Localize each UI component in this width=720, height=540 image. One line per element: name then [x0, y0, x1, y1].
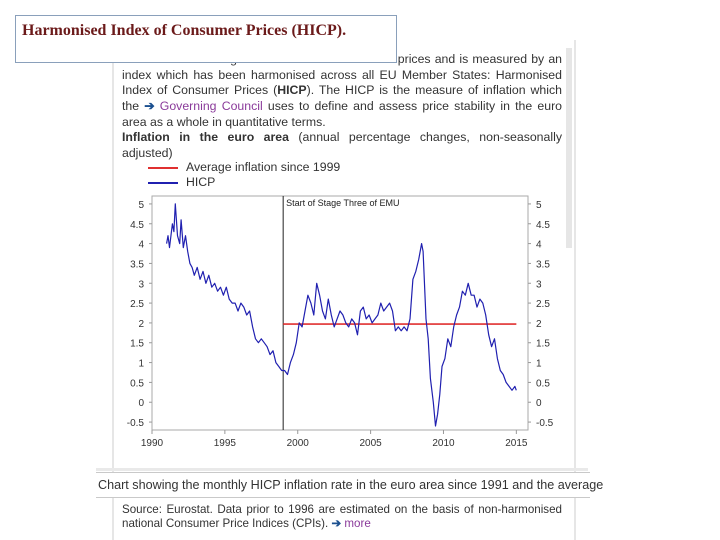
y-tick-label-right-3: 3.5 — [536, 259, 550, 270]
y-tick-label-right-10: 0 — [536, 398, 542, 409]
intro-paragraph: Inflation refers to a general increase i… — [122, 52, 562, 131]
caption-edge — [96, 468, 588, 471]
chart-heading: Inflation in the euro area (annual perce… — [122, 130, 562, 161]
y-tick-label-right-9: 0.5 — [536, 378, 550, 389]
y-tick-label-left-0: 5 — [138, 200, 144, 211]
slide-title: Harmonised Index of Consumer Prices (HIC… — [15, 15, 397, 63]
emu-start-label: Start of Stage Three of EMU — [286, 198, 399, 208]
panel-scroll-edge — [566, 48, 572, 248]
y-tick-label-right-11: -0.5 — [536, 418, 554, 429]
x-tick-label-5: 2015 — [505, 438, 528, 449]
content-panel — [112, 40, 576, 540]
legend-swatch-hicp — [148, 182, 178, 184]
legend-label-average: Average inflation since 1999 — [186, 160, 341, 174]
y-tick-label-right-2: 4 — [536, 240, 542, 251]
y-tick-label-right-7: 1.5 — [536, 339, 550, 350]
y-tick-label-left-7: 1.5 — [130, 339, 144, 350]
y-tick-label-right-0: 5 — [536, 200, 542, 211]
series-hicp-line — [166, 203, 517, 427]
x-tick-label-0: 1990 — [141, 438, 164, 449]
x-tick-label-4: 2010 — [432, 438, 455, 449]
intro-hicp: HICP — [277, 83, 307, 98]
y-tick-label-right-5: 2.5 — [536, 299, 550, 310]
y-tick-label-left-10: 0 — [138, 398, 144, 409]
legend-swatch-average — [148, 167, 178, 169]
y-tick-label-right-4: 3 — [536, 279, 542, 290]
x-tick-label-2: 2000 — [287, 438, 310, 449]
y-tick-label-left-11: -0.5 — [127, 418, 145, 429]
y-tick-label-left-1: 4.5 — [130, 220, 144, 231]
more-arrow-icon: ➔ — [331, 517, 342, 530]
y-tick-label-right-1: 4.5 — [536, 220, 550, 231]
intro-text-2: ). The HICP is the measure of inflation … — [122, 83, 562, 114]
y-tick-label-left-3: 3.5 — [130, 259, 144, 270]
source-text: Source: Eurostat. Data prior to 1996 are… — [122, 503, 562, 530]
governing-council-link[interactable]: Governing Council — [159, 99, 263, 114]
intro-text-3: uses to define and assess price stabilit… — [122, 99, 562, 129]
x-tick-label-3: 2005 — [359, 438, 382, 449]
y-tick-label-left-9: 0.5 — [130, 378, 144, 389]
more-link[interactable]: more — [344, 517, 371, 530]
link-arrow-icon: ➔ — [144, 99, 155, 114]
inflation-chart: 5 5 4.5 4.5 4 4 3.5 3.5 3 3 2.5 2.5 2 2 1.5 1.5 1 1 0.5 0.5… — [127, 195, 554, 449]
y-tick-label-right-6: 2 — [536, 319, 542, 330]
y-tick-label-left-5: 2.5 — [130, 299, 144, 310]
chart-heading-rest: (annual percentage changes, non-seasonal… — [122, 130, 562, 160]
legend-label-hicp: HICP — [186, 175, 216, 189]
y-tick-label-left-2: 4 — [138, 240, 144, 251]
chart-heading-bold: Inflation in the euro area — [122, 130, 289, 144]
y-tick-label-left-6: 2 — [138, 319, 144, 330]
x-tick-label-1: 1995 — [214, 438, 237, 449]
chart-caption: Chart showing the monthly HICP inflation… — [96, 472, 603, 498]
source-note: Source: Eurostat. Data prior to 1996 are… — [122, 503, 562, 531]
plot-frame — [151, 195, 529, 431]
y-tick-label-left-4: 3 — [138, 279, 144, 290]
y-tick-label-right-8: 1 — [536, 359, 542, 370]
y-tick-label-left-8: 1 — [138, 359, 144, 370]
